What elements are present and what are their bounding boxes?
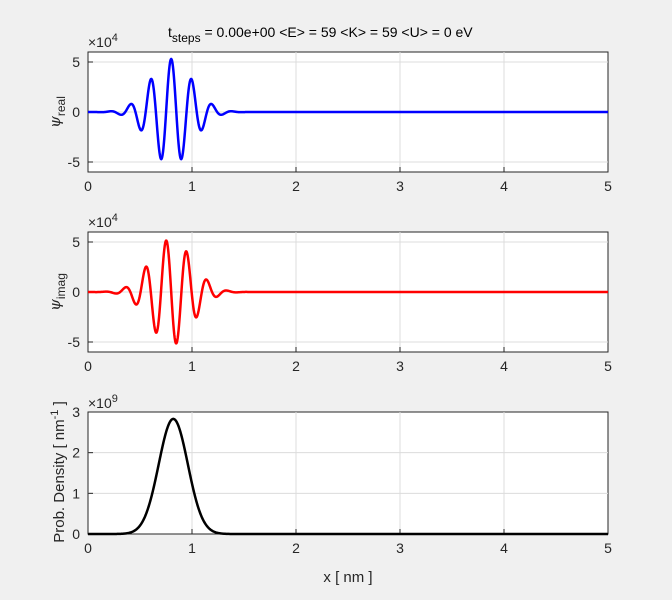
density-panel: 0 1 2 3 4 5 0 1 2 3 ×109 Prob. Density [ nm-1 ] (49, 393, 612, 556)
imag-xtick-label-1: 1 (188, 358, 196, 374)
density-plot-area (87, 411, 609, 535)
density-xtick-label-0: 0 (84, 540, 92, 556)
imag-ylabel: ψimag (46, 273, 68, 311)
imag-ticks: 0 1 2 3 4 5-505 (68, 234, 613, 374)
imag-xtick-label-2: 2 (292, 358, 300, 374)
imag-xtick-label-4: 4 (500, 358, 508, 374)
density-ylabel: Prob. Density [ nm-1 ] (49, 401, 68, 543)
density-exp-base: ×10 (88, 395, 112, 411)
real-xtick-label-3: 3 (396, 178, 404, 194)
real-ylabel: ψreal (46, 96, 68, 128)
real-ytick-label-0: -5 (68, 154, 81, 170)
real-ytick-label-2: 5 (72, 54, 80, 70)
density-xtick-label-1: 1 (188, 540, 196, 556)
density-line (87, 417, 609, 536)
real-xtick-label-4: 4 (500, 178, 508, 194)
density-exponent-label: ×109 (88, 393, 118, 411)
density-ytick-label-0: 0 (72, 526, 80, 542)
x-axis-label: x [ nm ] (323, 569, 372, 586)
density-ylabel-sup: -1 (49, 410, 61, 420)
imag-ylabel-sub: imag (54, 273, 68, 299)
imag-wave-line (87, 239, 609, 345)
density-ylabel-main: Prob. Density [ nm (51, 419, 68, 542)
density-xtick-label-4: 4 (500, 540, 508, 556)
density-ylabel-end: ] (51, 401, 68, 409)
imag-xtick-label-3: 3 (396, 358, 404, 374)
real-exp-power: 4 (112, 32, 118, 44)
density-ytick-label-2: 2 (72, 445, 80, 461)
imag-exp-power: 4 (112, 212, 118, 224)
density-xtick-label-3: 3 (396, 540, 404, 556)
imag-exponent-label: ×104 (88, 212, 118, 230)
imag-ytick-label-2: 5 (72, 234, 80, 250)
density-ticks: 0 1 2 3 4 5 0 1 2 3 (72, 404, 612, 556)
density-grid (88, 412, 608, 534)
real-exp-base: ×10 (88, 34, 112, 50)
imag-xtick-label-5: 5 (604, 358, 612, 374)
real-ylabel-main: ψ (46, 116, 64, 128)
real-part-panel: 0 1 2 3 4 5-505 ×104 ψreal (46, 32, 612, 194)
imag-part-panel: 0 1 2 3 4 5-505 ×104 ψimag (46, 212, 612, 374)
density-xtick-label-5: 5 (604, 540, 612, 556)
real-xtick-label-0: 0 (84, 178, 92, 194)
density-xtick-label-2: 2 (292, 540, 300, 556)
real-xtick-label-5: 5 (604, 178, 612, 194)
real-ylabel-sub: real (54, 96, 68, 116)
real-wave-line (87, 57, 609, 161)
density-exp-power: 9 (112, 393, 118, 405)
real-xtick-label-2: 2 (292, 178, 300, 194)
title-t: t (168, 24, 172, 40)
imag-xtick-label-0: 0 (84, 358, 92, 374)
density-ytick-label-1: 1 (72, 485, 80, 501)
imag-ylabel-main: ψ (46, 299, 64, 311)
real-xtick-label-1: 1 (188, 178, 196, 194)
real-exponent-label: ×104 (88, 32, 118, 50)
figure-title: tsteps = 0.00e+00 <E> = 59 <K> = 59 <U> … (168, 24, 473, 45)
title-rest: = 0.00e+00 <E> = 59 <K> = 59 <U> = 0 eV (201, 24, 474, 40)
density-ytick-label-3: 3 (72, 404, 80, 420)
real-ytick-label-1: 0 (72, 104, 80, 120)
imag-ytick-label-1: 0 (72, 284, 80, 300)
imag-exp-base: ×10 (88, 214, 112, 230)
title-t-sub: steps (172, 31, 201, 45)
imag-ytick-label-0: -5 (68, 334, 81, 350)
